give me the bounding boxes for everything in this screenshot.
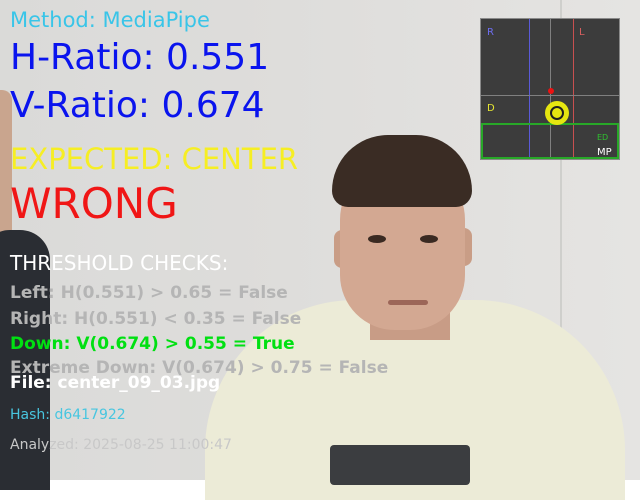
- subject-eye: [368, 235, 386, 243]
- method-badge: MP: [597, 147, 612, 158]
- check-down: Down: V(0.674) > 0.55 = True: [10, 334, 295, 354]
- file-label: File: center_09_03.jpg: [10, 373, 221, 393]
- extreme-down-zone: [481, 123, 619, 159]
- zone-label-left: L: [579, 27, 585, 38]
- gaze-target-ring: [550, 106, 564, 120]
- zone-label-right: R: [487, 27, 494, 38]
- result-label: WRONG: [10, 179, 178, 228]
- check-extreme-down: Extreme Down: V(0.674) > 0.75 = False: [10, 358, 389, 378]
- subject-hair: [332, 135, 472, 207]
- shirt-print: [330, 445, 470, 485]
- check-right: Right: H(0.551) < 0.35 = False: [10, 309, 302, 329]
- zone-divider-right: [529, 19, 530, 159]
- gaze-point-marker: [548, 88, 554, 94]
- gaze-target-marker: [545, 101, 569, 125]
- zone-divider-left: [573, 19, 574, 159]
- threshold-checks-title: THRESHOLD CHECKS:: [10, 251, 229, 275]
- expected-direction-label: EXPECTED: CENTER: [10, 142, 299, 176]
- background-person-shoulder: [0, 230, 50, 490]
- h-ratio-label: H-Ratio: 0.551: [10, 37, 270, 78]
- method-label: Method: MediaPipe: [10, 8, 210, 32]
- wall-seam: [560, 0, 562, 480]
- zone-label-down: D: [487, 103, 495, 114]
- subject-mouth: [388, 300, 428, 305]
- gaze-zone-map: R L D ED MP: [480, 18, 620, 160]
- zone-label-extreme-down: ED: [597, 133, 609, 142]
- background-person-arm: [0, 90, 12, 240]
- zone-center-horizontal: [481, 95, 619, 96]
- subject-eye: [420, 235, 438, 243]
- check-left: Left: H(0.551) > 0.65 = False: [10, 283, 288, 303]
- hash-label: Hash: d6417922: [10, 407, 126, 423]
- v-ratio-label: V-Ratio: 0.674: [10, 85, 265, 126]
- analyzed-timestamp: Analyzed: 2025-08-25 11:00:47: [10, 437, 232, 453]
